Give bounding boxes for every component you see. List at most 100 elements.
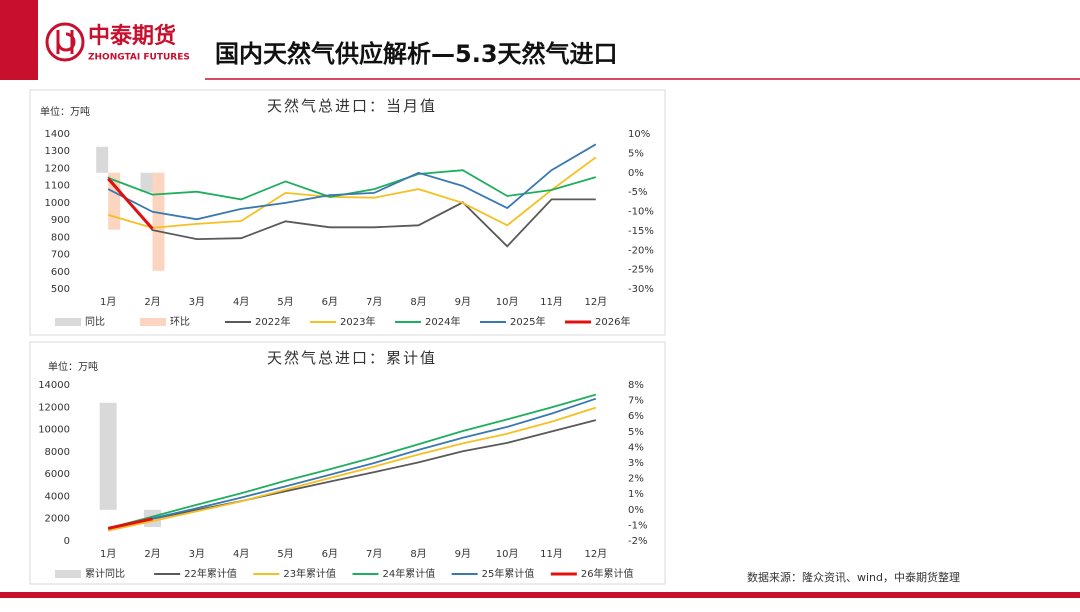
line	[108, 419, 597, 530]
y2-tick-label: -10%	[628, 207, 654, 218]
line	[107, 517, 153, 530]
y2-tick-label: -20%	[628, 245, 654, 256]
y2-tick-label: -1%	[628, 520, 647, 531]
x-tick-label: 7月	[366, 548, 382, 560]
x-tick-label: 2月	[144, 548, 160, 560]
legend-label: 2026年	[595, 315, 630, 328]
legend-label: 累计同比	[85, 567, 125, 580]
line	[107, 176, 596, 248]
x-tick-label: 3月	[189, 296, 205, 308]
y-tick-label: 1300	[45, 146, 70, 157]
x-tick-label: 10月	[496, 296, 519, 308]
unit-label: 单位：万吨	[48, 360, 98, 373]
y-tick-label: 1000	[45, 198, 70, 209]
chart-frame	[29, 341, 666, 585]
logo-en: ZHONGTAI FUTURES	[88, 53, 190, 63]
legend-label: 2025年	[510, 315, 545, 328]
slide-title: 国内天然气供应解析—5.3天然气进口	[215, 40, 618, 68]
x-tick-label: 1月	[100, 548, 116, 560]
bar	[140, 172, 153, 193]
chart-title: 天然气总进口：当月值	[267, 97, 437, 115]
x-tick-label: 12月	[584, 296, 607, 308]
y-tick-label: 14000	[38, 380, 70, 391]
y2-tick-label: -30%	[628, 284, 654, 295]
y-tick-label: 12000	[38, 402, 70, 413]
y-tick-label: 900	[51, 215, 70, 226]
left-strip	[0, 0, 38, 80]
y2-tick-label: 3%	[628, 458, 644, 469]
x-tick-label: 3月	[189, 548, 205, 560]
y-tick-label: 4000	[45, 491, 70, 502]
line	[107, 156, 597, 229]
legend-label: 2022年	[255, 315, 290, 328]
bar	[99, 402, 117, 510]
unit-label: 单位：万吨	[40, 105, 90, 118]
line	[107, 393, 597, 530]
y2-tick-label: 0%	[628, 168, 644, 179]
y2-tick-label: 6%	[628, 411, 644, 422]
y2-tick-label: 0%	[628, 505, 644, 516]
y2-tick-label: 1%	[628, 489, 644, 500]
source: 数据来源：隆众资讯、wind，中泰期货整理	[747, 570, 960, 584]
x-tick-label: 2月	[144, 296, 160, 308]
x-tick-label: 4月	[233, 548, 249, 560]
y2-tick-label: 5%	[628, 427, 644, 438]
line	[107, 169, 597, 201]
y2-tick-label: -2%	[628, 536, 647, 547]
x-tick-label: 11月	[540, 548, 563, 560]
line	[107, 143, 597, 221]
y2-tick-label: 2%	[628, 474, 644, 485]
y-tick-label: 500	[51, 284, 70, 295]
y-tick-label: 1400	[45, 129, 70, 140]
legend-swatch	[55, 318, 81, 326]
legend-label: 同比	[85, 316, 105, 328]
legend-label: 环比	[170, 316, 190, 328]
legend-swatch	[140, 318, 166, 326]
logo-mark	[56, 30, 76, 54]
legend-label: 25年累计值	[482, 567, 535, 580]
chart-frame	[29, 89, 666, 336]
y-tick-label: 8000	[45, 447, 70, 458]
y2-tick-label: 7%	[628, 396, 644, 407]
x-tick-label: 11月	[540, 296, 563, 308]
line	[107, 177, 154, 230]
y-tick-label: 600	[51, 267, 70, 278]
x-tick-label: 4月	[233, 296, 249, 308]
y-tick-label: 6000	[45, 469, 70, 480]
y-tick-label: 700	[51, 250, 70, 261]
y2-tick-label: -15%	[628, 226, 654, 237]
y-tick-label: 10000	[38, 425, 70, 436]
x-tick-label: 9月	[455, 548, 471, 560]
x-tick-label: 8月	[410, 548, 426, 560]
chart-title: 天然气总进口：累计值	[267, 349, 437, 367]
bar	[152, 172, 165, 271]
y-tick-label: 1100	[45, 181, 70, 192]
logo-cn: 中泰期货	[88, 23, 176, 49]
bottom-bar	[0, 592, 1080, 598]
line	[108, 406, 597, 532]
legend-label: 24年累计值	[383, 567, 436, 580]
x-tick-label: 10月	[496, 548, 519, 560]
x-tick-label: 8月	[410, 296, 426, 308]
x-tick-label: 7月	[366, 296, 382, 308]
legend-label: 2024年	[425, 315, 460, 328]
legend-label: 22年累计值	[184, 567, 237, 580]
legend-label: 23年累计值	[283, 567, 336, 580]
y2-tick-label: 10%	[628, 129, 650, 140]
x-tick-label: 6月	[322, 548, 338, 560]
legend-label: 2023年	[340, 315, 375, 328]
y2-tick-label: -25%	[628, 265, 654, 276]
y2-tick-label: -5%	[628, 187, 647, 198]
x-tick-label: 1月	[100, 296, 116, 308]
x-tick-label: 5月	[277, 296, 293, 308]
y-tick-label: 800	[51, 232, 70, 243]
bar	[96, 146, 109, 173]
y-tick-label: 2000	[45, 514, 70, 525]
x-tick-label: 5月	[277, 548, 293, 560]
line	[107, 397, 597, 530]
y2-tick-label: 8%	[628, 380, 644, 391]
x-tick-label: 12月	[584, 548, 607, 560]
y-tick-label: 0	[64, 536, 70, 547]
y2-tick-label: 5%	[628, 148, 644, 159]
